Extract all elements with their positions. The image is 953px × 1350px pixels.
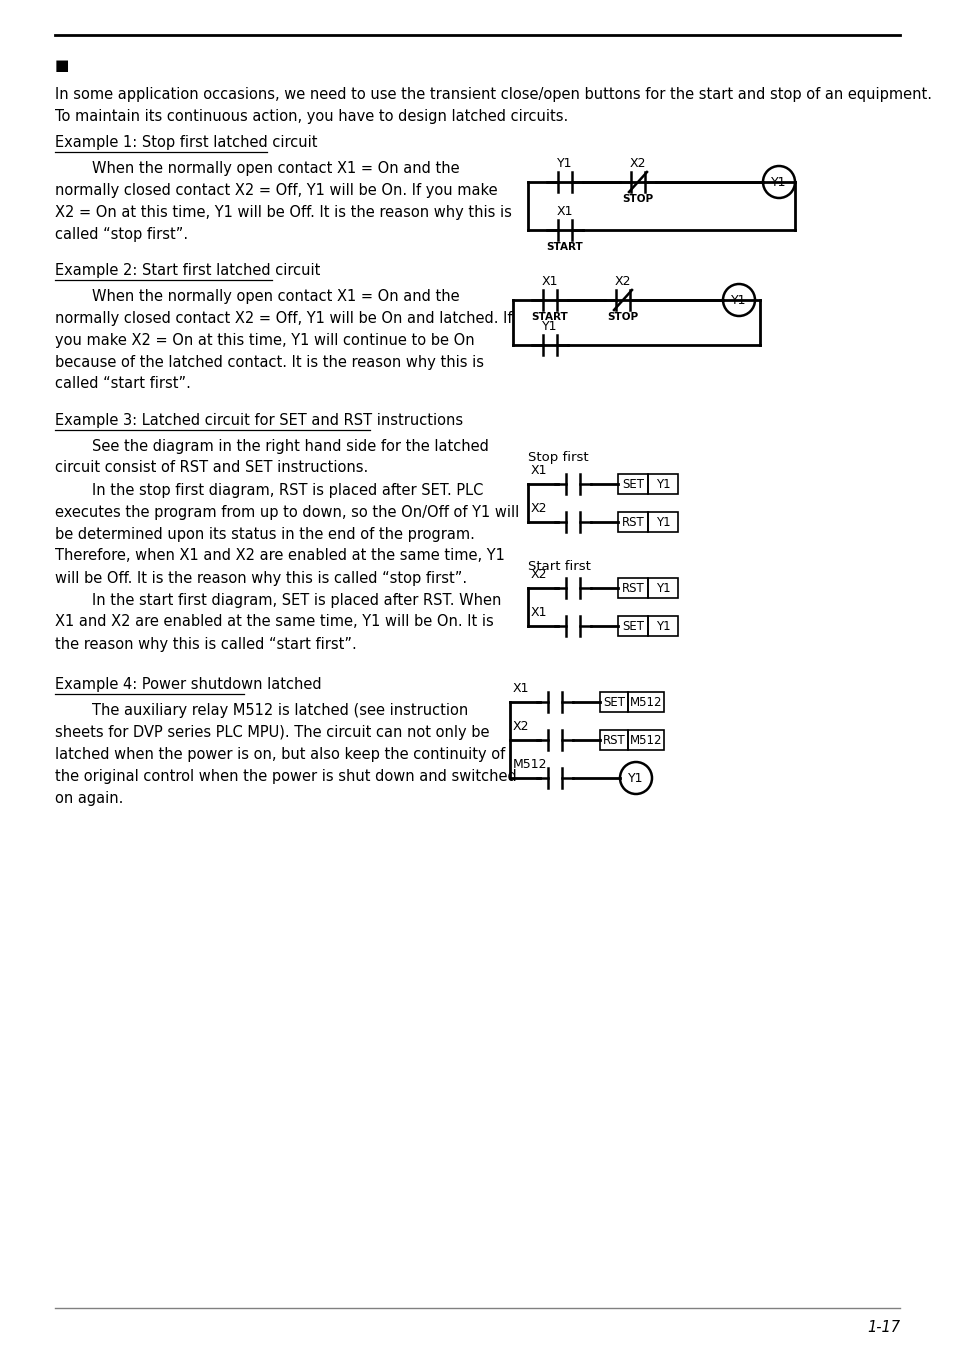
Text: In the start first diagram, SET is placed after RST. When: In the start first diagram, SET is place… [55, 593, 501, 608]
Text: on again.: on again. [55, 791, 123, 806]
Text: X2: X2 [614, 275, 631, 288]
Text: START: START [531, 312, 568, 323]
Text: STOP: STOP [607, 312, 638, 323]
Text: called “stop first”.: called “stop first”. [55, 227, 188, 242]
Text: executes the program from up to down, so the On/Off of Y1 will: executes the program from up to down, so… [55, 505, 518, 520]
Text: X1: X1 [531, 463, 547, 477]
Bar [599, 730, 627, 751]
Text: SET: SET [621, 620, 643, 633]
Bar [618, 616, 647, 636]
Text: Example 3: Latched circuit for SET and RST instructions: Example 3: Latched circuit for SET and R… [55, 413, 462, 428]
Text: SET: SET [621, 478, 643, 490]
Bar [618, 474, 647, 494]
Text: Example 4: Power shutdown latched: Example 4: Power shutdown latched [55, 678, 321, 693]
Text: See the diagram in the right hand side for the latched: See the diagram in the right hand side f… [55, 439, 488, 454]
Text: X2: X2 [531, 501, 547, 514]
Text: START: START [546, 242, 583, 252]
Text: In some application occasions, we need to use the transient close/open buttons f: In some application occasions, we need t… [55, 88, 931, 103]
Text: the original control when the power is shut down and switched: the original control when the power is s… [55, 768, 517, 783]
Bar [618, 512, 647, 532]
Text: When the normally open contact X1 = On and the: When the normally open contact X1 = On a… [55, 161, 459, 176]
Text: When the normally open contact X1 = On and the: When the normally open contact X1 = On a… [55, 289, 459, 304]
Text: Example 1: Stop first latched circuit: Example 1: Stop first latched circuit [55, 135, 317, 150]
Text: Y1: Y1 [655, 516, 670, 528]
Text: M512: M512 [629, 695, 661, 709]
Text: latched when the power is on, but also keep the continuity of: latched when the power is on, but also k… [55, 747, 505, 761]
Text: To maintain its continuous action, you have to design latched circuits.: To maintain its continuous action, you h… [55, 109, 568, 124]
Text: Stop first: Stop first [527, 451, 588, 464]
Text: X2: X2 [629, 157, 645, 170]
Text: Therefore, when X1 and X2 are enabled at the same time, Y1: Therefore, when X1 and X2 are enabled at… [55, 548, 504, 563]
Text: because of the latched contact. It is the reason why this is: because of the latched contact. It is th… [55, 355, 483, 370]
Text: SET: SET [602, 695, 624, 709]
Text: Y1: Y1 [655, 620, 670, 633]
Text: M512: M512 [629, 733, 661, 747]
Text: Y1: Y1 [655, 478, 670, 490]
Text: be determined upon its status in the end of the program.: be determined upon its status in the end… [55, 526, 475, 541]
Text: Y1: Y1 [628, 771, 643, 784]
Bar [618, 578, 647, 598]
Bar [647, 578, 678, 598]
Bar [599, 693, 627, 711]
Text: The auxiliary relay M512 is latched (see instruction: The auxiliary relay M512 is latched (see… [55, 702, 468, 717]
Text: RST: RST [621, 582, 643, 594]
Text: X1: X1 [531, 606, 547, 618]
Text: X2 = On at this time, Y1 will be Off. It is the reason why this is: X2 = On at this time, Y1 will be Off. It… [55, 204, 512, 220]
Text: X2: X2 [531, 567, 547, 580]
Text: normally closed contact X2 = Off, Y1 will be On. If you make: normally closed contact X2 = Off, Y1 wil… [55, 182, 497, 197]
Bar [647, 512, 678, 532]
Text: X1: X1 [541, 275, 558, 288]
Text: you make X2 = On at this time, Y1 will continue to be On: you make X2 = On at this time, Y1 will c… [55, 332, 475, 347]
Text: sheets for DVP series PLC MPU). The circuit can not only be: sheets for DVP series PLC MPU). The circ… [55, 725, 489, 740]
Bar [647, 616, 678, 636]
Text: Y1: Y1 [557, 157, 572, 170]
Text: X1: X1 [513, 682, 529, 694]
Text: normally closed contact X2 = Off, Y1 will be On and latched. If: normally closed contact X2 = Off, Y1 wil… [55, 310, 512, 325]
Text: the reason why this is called “start first”.: the reason why this is called “start fir… [55, 636, 356, 652]
Text: circuit consist of RST and SET instructions.: circuit consist of RST and SET instructi… [55, 460, 368, 475]
Text: Y1: Y1 [655, 582, 670, 594]
Text: called “start first”.: called “start first”. [55, 377, 191, 392]
Text: STOP: STOP [621, 194, 653, 204]
Text: Y1: Y1 [731, 293, 746, 306]
Text: RST: RST [621, 516, 643, 528]
Text: will be Off. It is the reason why this is called “stop first”.: will be Off. It is the reason why this i… [55, 571, 467, 586]
Text: In the stop first diagram, RST is placed after SET. PLC: In the stop first diagram, RST is placed… [55, 482, 483, 498]
Text: Start first: Start first [527, 559, 590, 572]
Bar [627, 693, 663, 711]
Text: Example 2: Start first latched circuit: Example 2: Start first latched circuit [55, 263, 320, 278]
Text: Y1: Y1 [541, 320, 558, 333]
Text: M512: M512 [513, 757, 547, 771]
Text: X1: X1 [557, 205, 573, 217]
Bar [647, 474, 678, 494]
Text: ■: ■ [55, 58, 70, 73]
Text: RST: RST [602, 733, 625, 747]
Text: X1 and X2 are enabled at the same time, Y1 will be On. It is: X1 and X2 are enabled at the same time, … [55, 614, 494, 629]
Text: X2: X2 [513, 720, 529, 733]
Text: Y1: Y1 [770, 176, 786, 189]
Text: 1-17: 1-17 [866, 1320, 899, 1335]
Bar [627, 730, 663, 751]
